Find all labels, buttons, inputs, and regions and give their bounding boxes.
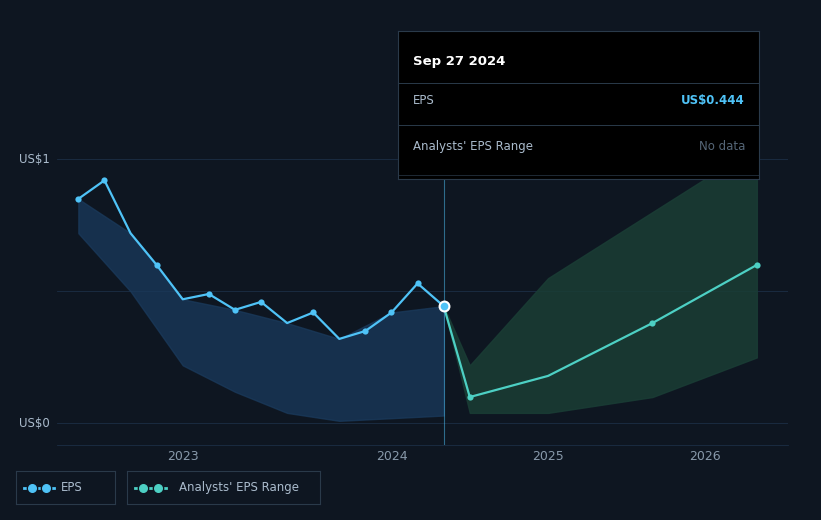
Point bbox=[750, 261, 764, 269]
Point bbox=[39, 484, 53, 492]
Point bbox=[25, 484, 39, 492]
Point bbox=[437, 302, 450, 310]
Text: Analysts' EPS Range: Analysts' EPS Range bbox=[179, 481, 300, 494]
Text: US$0.444: US$0.444 bbox=[681, 94, 745, 107]
Point bbox=[202, 290, 215, 298]
Point bbox=[152, 484, 165, 492]
Point bbox=[307, 308, 320, 317]
Text: EPS: EPS bbox=[413, 94, 434, 107]
Text: EPS: EPS bbox=[61, 481, 82, 494]
Point bbox=[98, 176, 111, 185]
Point bbox=[228, 306, 241, 314]
Point bbox=[71, 194, 85, 203]
Text: Analysts Forecasts: Analysts Forecasts bbox=[456, 164, 560, 175]
Text: No data: No data bbox=[699, 140, 745, 153]
Point bbox=[255, 298, 268, 306]
Point bbox=[25, 484, 39, 492]
Point bbox=[152, 484, 165, 492]
Point bbox=[463, 393, 476, 401]
Point bbox=[150, 261, 163, 269]
Point bbox=[136, 484, 149, 492]
Text: Analysts' EPS Range: Analysts' EPS Range bbox=[413, 140, 533, 153]
Text: Sep 27 2024: Sep 27 2024 bbox=[413, 55, 505, 68]
Point bbox=[646, 319, 659, 327]
Point bbox=[136, 484, 149, 492]
Point bbox=[411, 279, 424, 288]
Point bbox=[39, 484, 53, 492]
Text: US$1: US$1 bbox=[19, 153, 50, 166]
Point bbox=[385, 308, 398, 317]
Point bbox=[437, 302, 450, 310]
Text: Actual: Actual bbox=[401, 164, 435, 175]
Point bbox=[359, 327, 372, 335]
Text: US$0: US$0 bbox=[20, 417, 50, 430]
